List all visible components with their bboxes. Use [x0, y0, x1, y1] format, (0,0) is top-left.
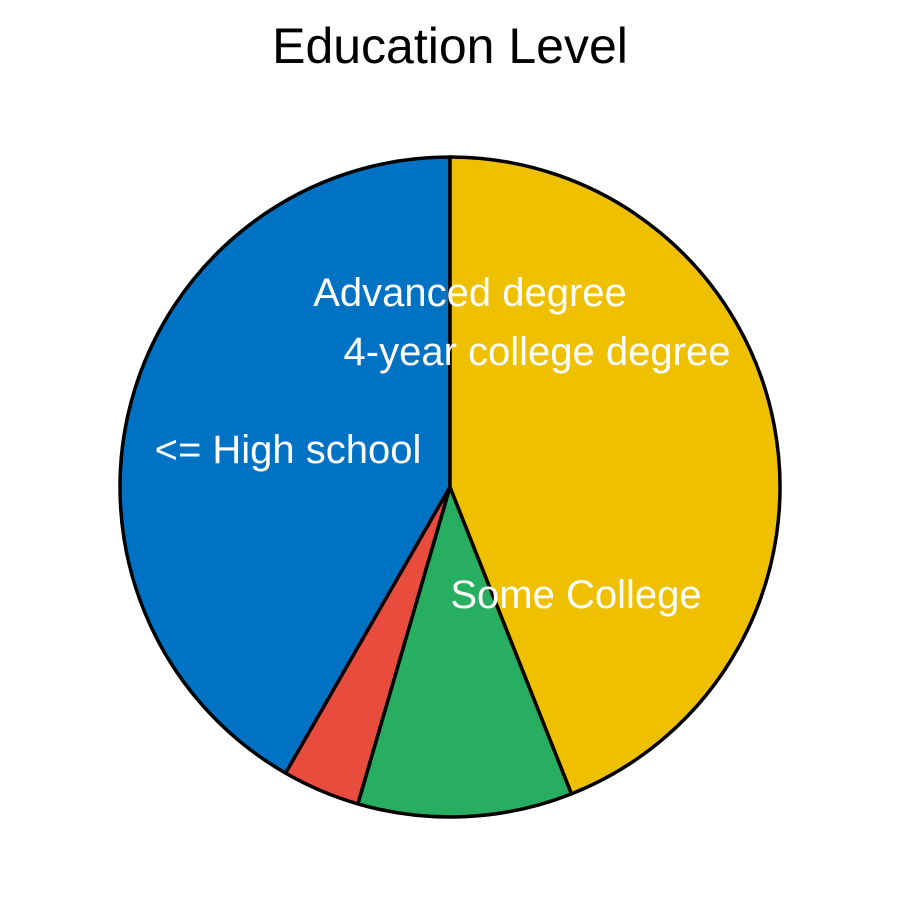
pie-slice-high-school [118, 155, 452, 775]
pie-slices [118, 155, 782, 819]
slice-label-4-year-college-degree: 4-year college degree [344, 330, 731, 374]
pie-slice-some-college [448, 155, 782, 796]
slice-label-some-college: Some College [450, 573, 701, 617]
slice-labels: <= High school Advanced degree 4-year coll… [155, 271, 731, 617]
chart-title: Education Level [272, 18, 628, 74]
slice-label-advanced-degree: Advanced degree [313, 271, 627, 315]
pie-slice-4-year-college-degree [356, 485, 574, 819]
slice-label-high-school: <= High school [155, 428, 422, 472]
